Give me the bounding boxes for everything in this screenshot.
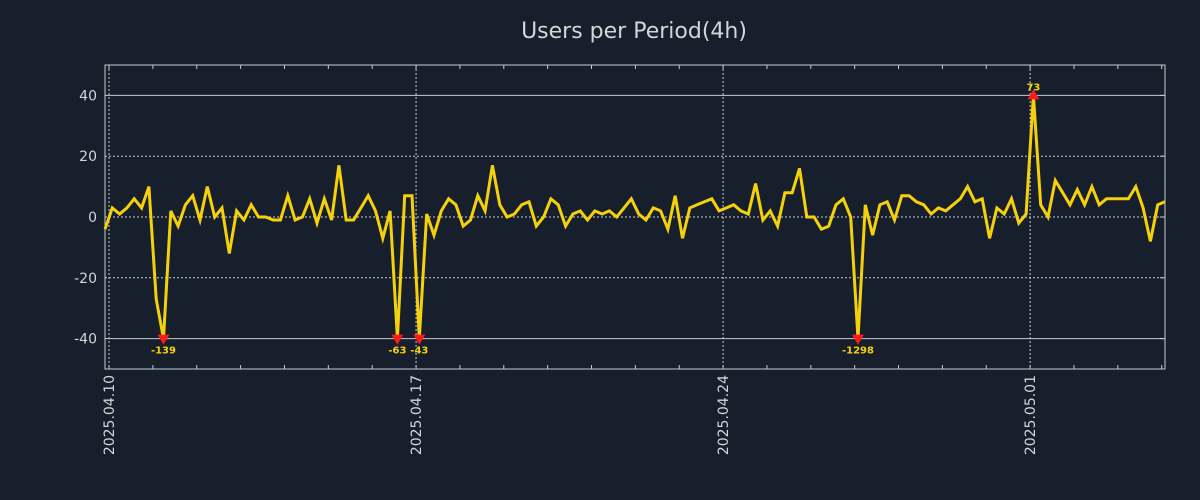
series bbox=[103, 95, 1166, 339]
y-tick-label: 0 bbox=[88, 210, 97, 226]
x-tick-label: 2025.04.17 bbox=[409, 375, 425, 455]
clip-value-label: -139 bbox=[151, 346, 176, 357]
chart-title: Users per Period(4h) bbox=[521, 19, 747, 44]
x-tick-label: 2025.04.24 bbox=[716, 375, 732, 455]
series-line-users bbox=[103, 95, 1166, 339]
clip-value-label: 73 bbox=[1026, 82, 1040, 93]
clip-marker-up bbox=[1027, 89, 1040, 100]
axes: -40 -20 0 20 40 2025.04.10 2025.04.17 2025.04.2… bbox=[74, 64, 1166, 455]
clip-marker-down bbox=[851, 334, 864, 345]
clip-marker-down bbox=[157, 334, 170, 345]
y-tick-label: -40 bbox=[74, 332, 97, 348]
y-tick-label: 40 bbox=[79, 88, 97, 104]
clip-value-label: -1298 bbox=[842, 346, 874, 357]
clip-marker-down bbox=[413, 334, 426, 345]
y-tick-label: -20 bbox=[74, 271, 97, 287]
clip-marker-down bbox=[391, 334, 404, 345]
y-tick-label: 20 bbox=[79, 149, 97, 165]
x-tick-label: 2025.04.10 bbox=[102, 375, 118, 455]
annotations: -139 -63 -43 -1298 73 bbox=[151, 82, 1040, 356]
clip-value-label: -43 bbox=[410, 346, 428, 357]
clip-value-label: -63 bbox=[388, 346, 406, 357]
x-tick-label: 2025.05.01 bbox=[1023, 375, 1039, 455]
